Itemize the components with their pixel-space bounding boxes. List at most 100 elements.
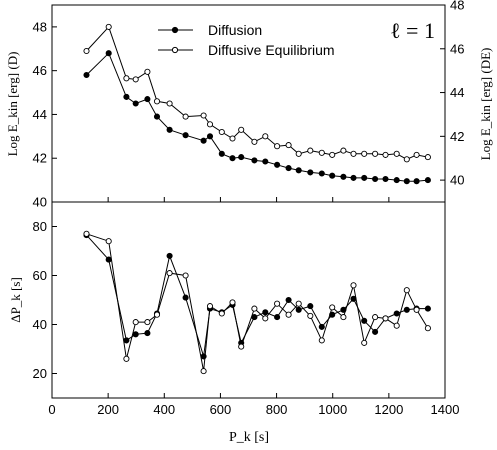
top-point-diffusive-equilibrium [182, 113, 189, 120]
bottom-point-diffusive-equilibrium [295, 300, 302, 307]
bottom-point-diffusive-equilibrium [200, 368, 207, 375]
bottom-y-tick-label: 60 [33, 268, 47, 283]
top-y-tick-label-left: 46 [33, 63, 47, 78]
x-tick-label: 1200 [374, 402, 403, 417]
bottom-point-diffusive-equilibrium [262, 315, 269, 322]
bottom-point-diffusion [274, 314, 281, 321]
top-point-diffusion [361, 174, 368, 181]
bottom-point-diffusive-equilibrium [403, 287, 410, 294]
bottom-point-diffusive-equilibrium [132, 319, 139, 326]
top-point-diffusion [206, 133, 214, 140]
top-point-diffusion [251, 157, 258, 164]
top-point-diffusion [295, 167, 302, 174]
top-point-diffusion [274, 161, 281, 168]
top-point-diffusive-equilibrium [251, 138, 258, 145]
top-point-diffusion [307, 169, 314, 176]
legend-item-diffusion: Diffusion [158, 22, 262, 38]
legend-item-diffusive-equilibrium: Diffusive Equilibrium [158, 42, 335, 58]
top-point-diffusion [262, 158, 269, 165]
top-y-tick-label-left: 42 [33, 151, 47, 166]
top-point-diffusion [182, 132, 189, 139]
bottom-y-ticks: 20 40 60 80 [33, 219, 57, 381]
top-point-diffusive-equilibrium [350, 150, 357, 157]
bottom-line-diffusion [86, 234, 428, 357]
top-point-diffusion [350, 174, 357, 181]
bottom-plot-frame [51, 201, 446, 399]
legend-marker-diffusion [171, 26, 179, 34]
top-point-diffusion [218, 150, 225, 157]
top-y-tick-label-right: 46 [450, 41, 464, 56]
top-point-diffusive-equilibrium [318, 149, 325, 156]
x-tick-label: 1000 [318, 402, 347, 417]
top-point-diffusion [105, 50, 112, 57]
bottom-point-diffusive-equilibrium [350, 282, 357, 289]
legend-label-diffusion: Diffusion [208, 22, 262, 38]
bottom-point-diffusive-equilibrium [218, 310, 225, 317]
bottom-point-diffusive-equilibrium [382, 315, 389, 322]
bottom-point-diffusion [403, 306, 410, 313]
top-point-diffusive-equilibrium [393, 150, 400, 157]
x-tick-label: 1400 [431, 402, 460, 417]
top-point-diffusive-equilibrium [132, 76, 139, 83]
top-point-diffusion [229, 155, 236, 162]
bottom-point-diffusion [318, 323, 325, 330]
x-tick-label: 200 [97, 402, 119, 417]
bottom-point-diffusion [295, 306, 302, 313]
bottom-point-diffusive-equilibrium [144, 319, 151, 326]
bottom-point-diffusive-equilibrium [123, 355, 130, 362]
bottom-point-diffusive-equilibrium [329, 304, 336, 311]
top-point-diffusion [200, 137, 207, 144]
top-point-diffusion [340, 173, 347, 180]
top-point-diffusive-equilibrium [274, 143, 281, 150]
bottom-point-diffusion [262, 309, 269, 316]
bottom-point-diffusive-equilibrium [274, 300, 281, 307]
bottom-line-diffusive-equilibrium [86, 233, 429, 372]
top-y-tick-label-right: 44 [450, 85, 464, 100]
bottom-point-diffusive-equilibrium [307, 312, 314, 319]
top-point-diffusive-equilibrium [83, 47, 90, 55]
bottom-y-axis-label: ΔP_k [s] [8, 277, 23, 323]
top-y-axis-label-left: Log E_kin [erg] (D) [5, 52, 20, 157]
bottom-point-diffusion [166, 252, 173, 259]
bottom-point-diffusive-equilibrium [413, 306, 420, 313]
bottom-point-diffusive-equilibrium [285, 311, 292, 318]
top-point-diffusive-equilibrium [361, 150, 368, 157]
top-point-diffusive-equilibrium [340, 147, 347, 154]
top-point-diffusive-equilibrium [218, 128, 225, 136]
top-y-tick-label-left: 44 [33, 107, 47, 122]
top-point-diffusion [393, 177, 400, 184]
top-point-diffusive-equilibrium [206, 121, 214, 128]
top-point-diffusive-equilibrium [200, 112, 207, 119]
bottom-point-diffusion [285, 296, 292, 304]
top-panel: 40 42 44 46 48 40 42 44 46 48 Log E_kin [erg] (D… [5, 0, 493, 210]
top-point-diffusive-equilibrium [285, 142, 292, 149]
top-series [83, 23, 431, 185]
annotation-ell: ℓ = 1 [390, 18, 435, 43]
top-point-diffusion [403, 178, 410, 185]
bottom-point-diffusive-equilibrium [424, 325, 431, 332]
top-line-diffusion [86, 52, 428, 182]
bottom-point-diffusion [105, 256, 112, 263]
bottom-point-diffusion [307, 303, 314, 310]
bottom-y-tick-label: 40 [33, 317, 47, 332]
bottom-point-diffusive-equilibrium [318, 337, 325, 344]
bottom-point-diffusion [123, 337, 130, 344]
legend: Diffusion Diffusive Equilibrium [158, 22, 335, 58]
bottom-y-tick-label: 20 [33, 366, 47, 381]
x-tick-label: 0 [48, 402, 55, 417]
x-ticks: 0 200 400 600 800 1000 1200 1400 [48, 393, 459, 417]
top-point-diffusion [329, 172, 336, 179]
top-point-diffusive-equilibrium [329, 151, 336, 158]
bottom-point-diffusive-equilibrium [340, 314, 347, 321]
top-point-diffusion [83, 71, 90, 79]
top-point-diffusion [424, 177, 431, 184]
top-point-diffusion [413, 178, 420, 185]
top-point-diffusive-equilibrium [424, 154, 431, 161]
x-tick-label: 400 [153, 402, 175, 417]
bottom-point-diffusive-equilibrium [83, 230, 90, 237]
bottom-point-diffusive-equilibrium [166, 270, 173, 277]
top-point-diffusion [144, 96, 151, 103]
top-point-diffusive-equilibrium [372, 150, 379, 157]
bottom-point-diffusive-equilibrium [182, 272, 189, 279]
